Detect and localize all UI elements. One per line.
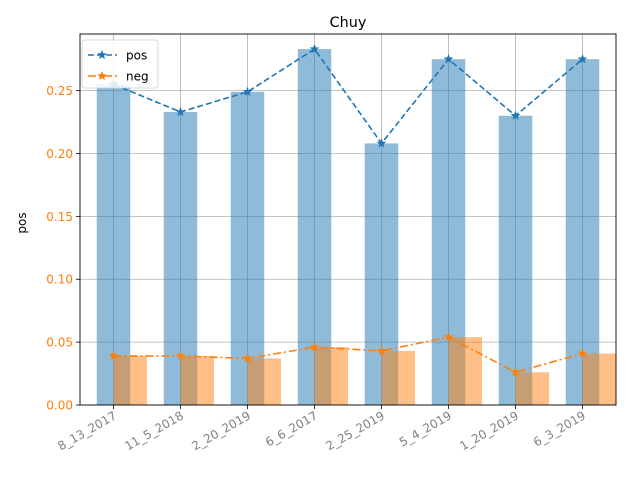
neg-point-2_20_2019 bbox=[242, 353, 253, 363]
pos-point-6_3_2019 bbox=[577, 53, 588, 64]
x-tick-label: 1_20_2019 bbox=[457, 408, 521, 453]
pos-point-2_25_2019 bbox=[376, 138, 387, 148]
x-tick-label: 8_13_2017 bbox=[55, 408, 119, 453]
pos-bar-1_20_2019 bbox=[498, 115, 533, 406]
neg-bar-8_13_2017 bbox=[113, 355, 147, 405]
neg-point-11_5_2018 bbox=[175, 350, 186, 361]
legend-label-neg: neg bbox=[126, 70, 149, 84]
x-tick-label: 5_4_2019 bbox=[397, 408, 454, 449]
x-tick-label: 11_5_2018 bbox=[122, 408, 186, 453]
lines-layer bbox=[108, 43, 588, 377]
neg-point-5_4_2019 bbox=[443, 331, 454, 342]
y-tick-label: 0.15 bbox=[46, 210, 73, 224]
x-tick-label: 2_25_2019 bbox=[323, 408, 387, 453]
neg-bar-11_5_2018 bbox=[180, 355, 214, 405]
pos-point-2_20_2019 bbox=[242, 86, 253, 97]
neg-point-1_20_2019 bbox=[510, 367, 521, 377]
legend-marker-neg bbox=[97, 70, 107, 81]
pos-line bbox=[113, 48, 584, 145]
neg-bar-2_25_2019 bbox=[381, 350, 415, 405]
y-tick-label: 0.05 bbox=[46, 336, 73, 350]
y-axis-label: pos bbox=[15, 212, 29, 233]
pos-point-6_6_2017 bbox=[309, 43, 320, 54]
y-tick-label: 0.25 bbox=[46, 84, 73, 98]
y-tick-label: 0.20 bbox=[46, 147, 73, 161]
pos-bar-6_3_2019 bbox=[565, 59, 600, 406]
pos-point-11_5_2018 bbox=[175, 106, 186, 117]
legend-marker-pos bbox=[97, 49, 107, 60]
neg-point-6_3_2019 bbox=[577, 348, 588, 358]
neg-bar-6_3_2019 bbox=[582, 353, 616, 405]
pos-point-1_20_2019 bbox=[510, 110, 521, 120]
legend: pos neg bbox=[81, 39, 159, 89]
legend-label-pos: pos bbox=[126, 49, 147, 63]
neg-line bbox=[113, 336, 583, 374]
x-tick-label: 2_20_2019 bbox=[189, 408, 253, 453]
bars-layer bbox=[96, 49, 616, 406]
pos-bar-2_20_2019 bbox=[230, 91, 265, 406]
y-tick-label: 0.00 bbox=[46, 399, 73, 413]
plot-frame bbox=[79, 33, 617, 406]
neg-point-2_25_2019 bbox=[376, 345, 387, 356]
y-tick-label: 0.10 bbox=[46, 273, 73, 287]
chart-title: Chuy bbox=[330, 15, 367, 31]
neg-bar-5_4_2019 bbox=[448, 337, 482, 405]
neg-bar-2_20_2019 bbox=[247, 358, 281, 405]
neg-point-6_6_2017 bbox=[309, 341, 320, 352]
pos-point-5_4_2019 bbox=[443, 53, 454, 64]
neg-bar-6_6_2017 bbox=[314, 347, 348, 405]
neg-point-8_13_2017 bbox=[108, 350, 119, 361]
neg-bar-1_20_2019 bbox=[515, 372, 549, 405]
x-tick-label: 6_6_2017 bbox=[263, 408, 320, 449]
x-tick-label: 6_3_2019 bbox=[531, 408, 588, 449]
